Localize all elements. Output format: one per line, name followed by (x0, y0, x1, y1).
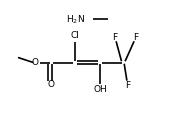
Text: F: F (125, 81, 130, 90)
Text: OH: OH (93, 85, 107, 94)
Text: F: F (112, 33, 117, 42)
Text: Cl: Cl (70, 30, 79, 40)
Text: F: F (133, 33, 138, 42)
Text: O: O (32, 58, 39, 67)
Text: O: O (48, 80, 55, 89)
Text: H$_2$N: H$_2$N (66, 14, 85, 26)
